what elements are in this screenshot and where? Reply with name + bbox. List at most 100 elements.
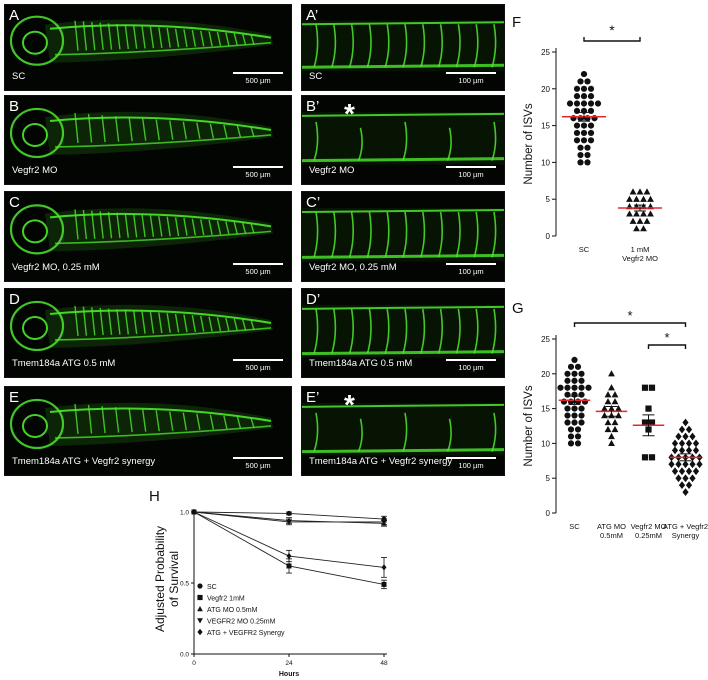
data-point bbox=[641, 454, 649, 461]
y-axis-label: Number of ISVs bbox=[523, 385, 535, 466]
y-tick-label: 0.5 bbox=[180, 581, 189, 588]
condition-label: Vegfr2 MO, 0.25 mM bbox=[12, 262, 100, 273]
y-tick-label: 5 bbox=[546, 195, 551, 204]
scale-bar: 100 µm bbox=[446, 72, 496, 85]
data-point bbox=[641, 419, 649, 426]
data-point bbox=[629, 217, 637, 224]
data-point bbox=[567, 440, 575, 447]
data-point bbox=[564, 412, 571, 419]
data-point bbox=[286, 563, 292, 569]
significance-star: * bbox=[664, 330, 669, 345]
data-point bbox=[381, 581, 387, 587]
data-point bbox=[608, 370, 615, 377]
data-point bbox=[685, 425, 693, 434]
data-point bbox=[608, 384, 615, 391]
trunk-vessels-image bbox=[302, 20, 504, 72]
micrograph-vegfr2-mo-whole: B Vegfr2 MO 500 µm bbox=[4, 95, 292, 185]
scale-bar-line bbox=[233, 166, 283, 168]
data-point bbox=[636, 188, 644, 195]
data-point bbox=[584, 144, 591, 151]
condition-label: Tmem184a ATG + Vegfr2 synergy bbox=[309, 456, 453, 467]
data-point bbox=[567, 433, 575, 440]
data-point bbox=[648, 419, 656, 426]
data-point bbox=[564, 405, 571, 412]
data-point bbox=[587, 85, 595, 92]
x-tick-label: SC bbox=[569, 522, 580, 531]
y-tick-label: 0 bbox=[546, 232, 551, 241]
data-point bbox=[685, 467, 693, 476]
x-tick-label: ATG MO bbox=[597, 522, 626, 531]
legend-label: Vegfr2 1mM bbox=[207, 595, 245, 602]
legend-marker bbox=[197, 628, 203, 636]
data-point bbox=[574, 440, 582, 447]
data-point bbox=[611, 418, 619, 426]
data-point bbox=[615, 405, 622, 412]
data-point bbox=[640, 210, 647, 217]
condition-label: Vegfr2 MO bbox=[12, 165, 58, 176]
micrograph-tmem184a-atg-trunk: D’ Tmem184a ATG 0.5 mM 100 µm bbox=[301, 288, 505, 378]
scale-bar-label: 500 µm bbox=[245, 170, 271, 179]
zebrafish-embryo-image bbox=[9, 398, 273, 450]
data-point bbox=[578, 384, 585, 391]
data-point bbox=[611, 398, 619, 405]
panel-label-f: F bbox=[512, 14, 522, 31]
data-point bbox=[573, 85, 581, 92]
scale-bar: 100 µm bbox=[446, 457, 496, 470]
data-point bbox=[587, 107, 595, 114]
data-point bbox=[578, 377, 585, 384]
scale-bar-label: 100 µm bbox=[458, 267, 484, 276]
data-point bbox=[573, 122, 581, 129]
panel-label: E bbox=[9, 389, 20, 406]
data-point bbox=[580, 93, 588, 100]
condition-label: SC bbox=[12, 71, 26, 82]
data-point bbox=[567, 363, 575, 370]
data-point bbox=[286, 510, 292, 516]
data-point bbox=[678, 439, 686, 448]
scale-bar-label: 100 µm bbox=[458, 461, 484, 470]
scale-bar: 500 µm bbox=[233, 166, 283, 179]
data-point bbox=[692, 446, 700, 455]
data-point bbox=[604, 418, 612, 426]
legend-label: SC bbox=[207, 584, 217, 591]
panel-label: C bbox=[9, 194, 20, 211]
data-point bbox=[571, 419, 578, 426]
y-tick-label: 0.0 bbox=[180, 652, 189, 659]
data-point bbox=[682, 460, 689, 469]
scale-bar-line bbox=[446, 72, 496, 74]
data-point bbox=[647, 210, 654, 217]
scale-bar-line bbox=[233, 263, 283, 265]
chart-g-isv-count: 0 5 10 15 20 25 Number of ISVs SC ATG MO0.5mM Veg… bbox=[523, 308, 708, 540]
x-tick-label: SC bbox=[579, 245, 590, 254]
data-point bbox=[682, 474, 689, 483]
scale-bar: 100 µm bbox=[446, 359, 496, 372]
scale-bar: 100 µm bbox=[446, 166, 496, 179]
data-point bbox=[645, 405, 652, 412]
data-point bbox=[604, 391, 612, 398]
data-point bbox=[682, 418, 689, 427]
data-point bbox=[675, 460, 682, 469]
x-tick-label: ATG + Vegfr2 bbox=[663, 522, 708, 531]
data-point bbox=[571, 384, 578, 391]
scale-bar-label: 100 µm bbox=[458, 76, 484, 85]
scale-bar: 500 µm bbox=[233, 359, 283, 372]
condition-label: Tmem184a ATG + Vegfr2 synergy bbox=[12, 456, 156, 467]
data-point bbox=[571, 405, 578, 412]
zebrafish-embryo-image bbox=[9, 204, 273, 255]
panel-label: C’ bbox=[306, 194, 321, 211]
legend-marker bbox=[197, 583, 203, 589]
x-axis-label: Hours bbox=[279, 671, 299, 678]
data-point bbox=[668, 460, 675, 469]
data-point bbox=[633, 210, 640, 217]
condition-label: Vegfr2 MO, 0.25 mM bbox=[309, 262, 397, 273]
y-tick-label: 5 bbox=[546, 474, 551, 483]
data-point bbox=[573, 129, 581, 137]
missing-vessel-asterisk: * bbox=[344, 98, 355, 129]
data-point bbox=[641, 384, 649, 391]
scale-bar-line bbox=[446, 359, 496, 361]
data-point bbox=[578, 405, 585, 412]
data-point bbox=[633, 225, 640, 232]
data-point bbox=[675, 432, 682, 441]
data-point bbox=[585, 384, 592, 391]
data-point bbox=[587, 122, 595, 129]
scale-bar-line bbox=[233, 457, 283, 459]
